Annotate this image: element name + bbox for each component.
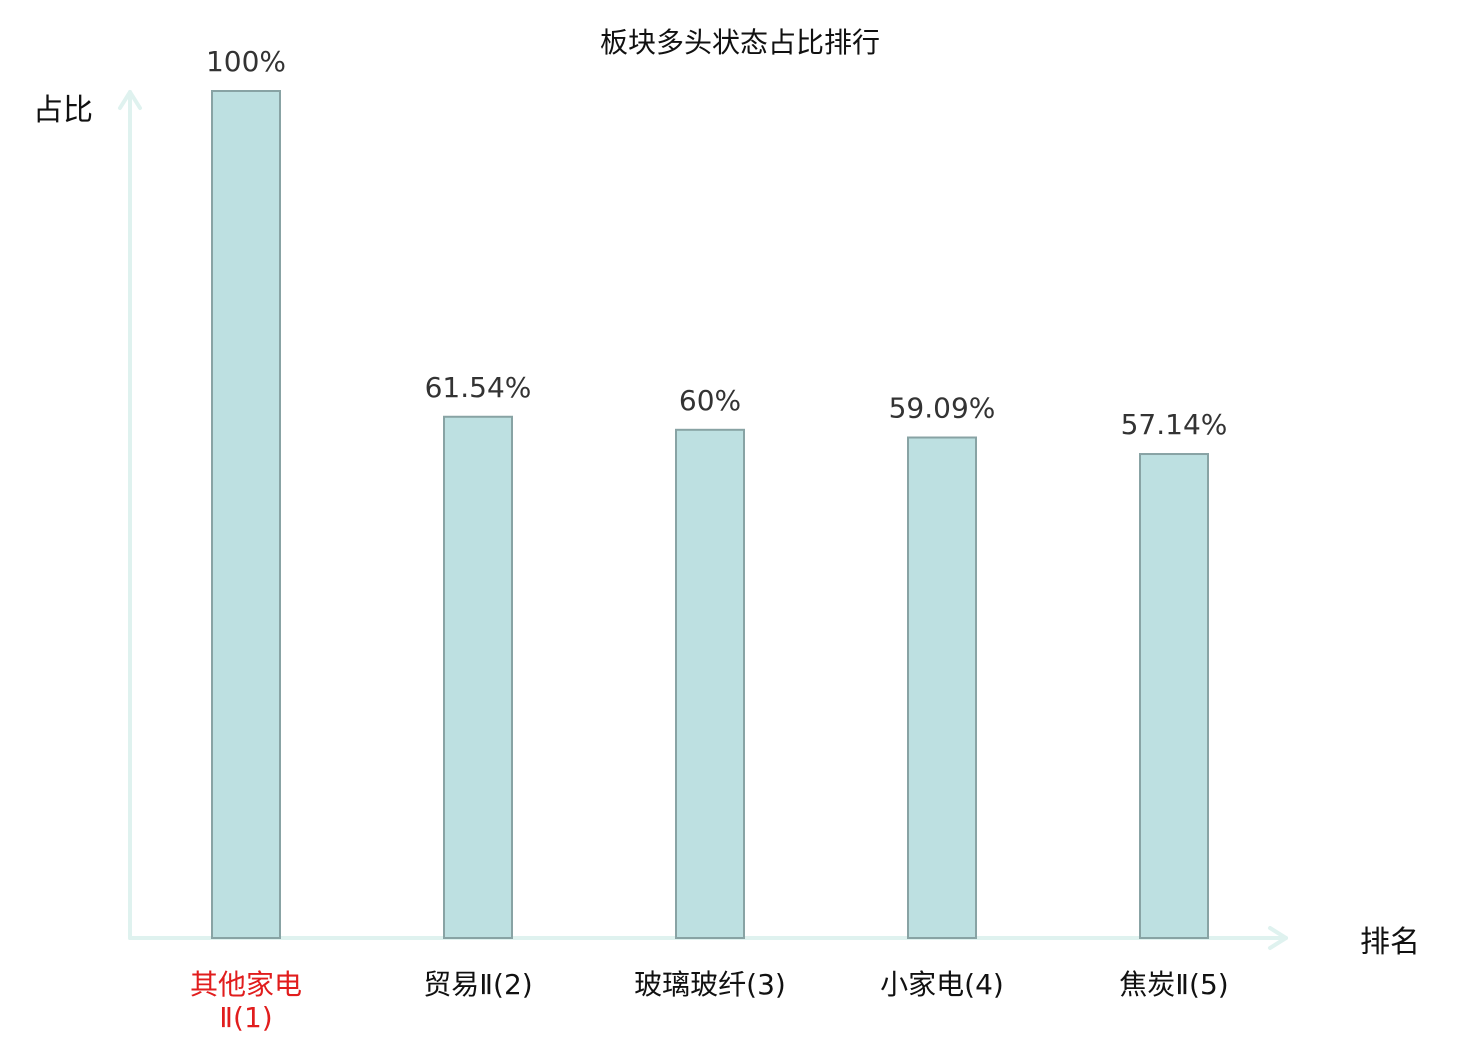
category-label-4: 小家电(4) xyxy=(880,968,1004,1001)
category-label-1-line-2: Ⅱ(1) xyxy=(219,1001,272,1034)
y-axis-label: 占比 xyxy=(33,93,93,128)
category-label-3: 玻璃玻纤(3) xyxy=(634,968,786,1001)
bar-value-label-3: 60% xyxy=(679,384,741,417)
category-label-1-line-1: 其他家电 xyxy=(190,968,302,1001)
bar-5 xyxy=(1139,453,1209,939)
bar-value-label-1: 100% xyxy=(206,45,286,78)
bar-value-label-2: 61.54% xyxy=(425,371,532,404)
bar-3 xyxy=(675,428,745,939)
bar-1 xyxy=(211,90,281,939)
x-axis-arrow-icon xyxy=(1268,926,1288,950)
bar-value-label-5: 57.14% xyxy=(1121,408,1228,441)
chart-title: 板块多头状态占比排行 xyxy=(600,26,880,59)
bars-group xyxy=(211,90,1209,939)
category-label-2: 贸易Ⅱ(2) xyxy=(423,968,532,1001)
x-axis-label: 排名 xyxy=(1360,925,1420,960)
category-label-5: 焦炭Ⅱ(5) xyxy=(1119,968,1228,1001)
bar-4 xyxy=(907,436,977,939)
value-labels-group: 100% 61.54% 60% 59.09% 57.14% xyxy=(206,45,1227,441)
bar-2 xyxy=(443,415,513,939)
bar-value-label-4: 59.09% xyxy=(889,392,996,425)
y-axis-arrow-icon xyxy=(118,90,142,110)
